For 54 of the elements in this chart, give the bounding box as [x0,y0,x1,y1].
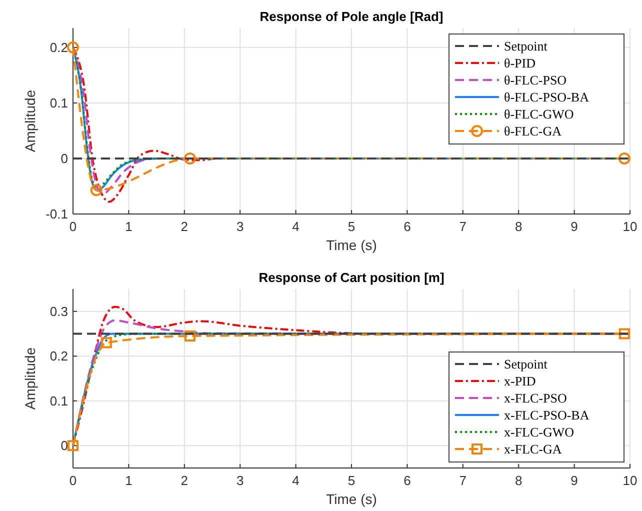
y-tick-label: 0.3 [50,304,68,319]
x-tick-label: 7 [459,219,467,234]
x-tick-label: 6 [404,473,411,488]
x-tick-label: 8 [514,219,522,234]
x-tick-label: 4 [292,473,300,488]
point [67,41,79,54]
x-tick-label: 2 [180,473,188,488]
x-tick-label: 4 [292,219,300,234]
y-axis-title: Amplitude [22,347,38,410]
point [90,184,102,196]
x-axis-title: Time (s) [326,237,377,253]
y-tick-label: 0.2 [50,348,68,364]
y-tick-label: 0.1 [50,393,68,408]
legend-label: x-PID [504,374,536,388]
legend-label: Setpoint [504,356,548,372]
x-tick-label: 9 [570,219,578,234]
legend-label: x-FLC-PSO-BA [504,408,590,422]
legend-label: x-FLC-PSO [504,390,567,406]
legend-label: θ-PID [504,56,536,70]
point [68,440,78,452]
x-tick-label: 5 [348,473,356,488]
x-tick-label: 10 [622,219,638,234]
x-tick-label: 9 [570,473,578,488]
legend-label: x-FLC-GWO [504,424,574,440]
point [618,152,630,164]
legend-label: Setpoint [504,38,548,54]
x-axis-title: Time (s) [326,491,377,507]
legend-label: θ-FLC-GA [504,124,562,138]
x-tick-label: 10 [622,473,638,488]
point [184,330,196,342]
y-axis-title: Amplitude [22,90,38,152]
x-tick-label: 2 [180,219,188,234]
x-tick-label: 3 [236,219,244,234]
y-tick-label: 0 [60,150,68,166]
legend-label: θ-FLC-GWO [504,106,574,122]
x-tick-label: 8 [514,473,522,488]
y-tick-label: 0.1 [50,95,68,110]
legend-label: θ-FLC-PSO-BA [504,90,590,104]
point [618,328,630,340]
point [100,337,112,348]
x-tick-label: 1 [125,473,132,488]
legend-label: θ-FLC-PSO [504,72,567,88]
x-tick-label: 6 [404,219,411,234]
legend-label: x-FLC-GA [504,442,562,456]
chart-title: Response of Cart position [m] [258,270,444,285]
x-tick-label: 1 [125,219,132,234]
y-tick-label: -0.1 [46,206,68,222]
point [184,152,196,164]
y-tick-label: 0.2 [50,40,68,55]
x-tick-label: 7 [459,473,467,488]
x-tick-label: 5 [348,219,356,234]
y-tick-label: 0 [60,438,68,454]
x-tick-label: 3 [236,473,244,488]
chart-title: Response of Pole angle [Rad] [260,9,444,24]
